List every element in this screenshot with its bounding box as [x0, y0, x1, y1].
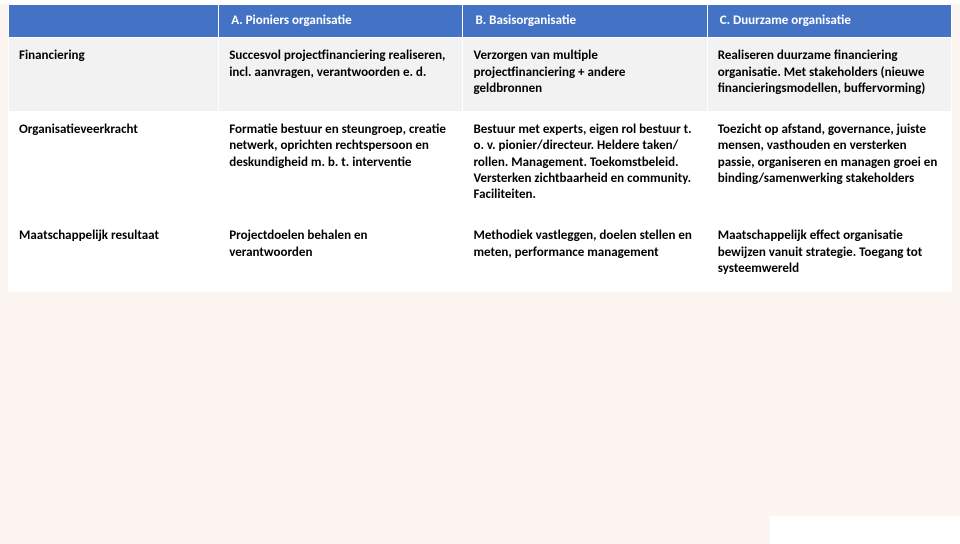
cell-maatschappelijk-a: Projectdoelen behalen en verantwoorden	[219, 218, 463, 292]
cell-financiering-b: Verzorgen van multiple projectfinancieri…	[463, 38, 707, 112]
table-header-row: A. Pioniers organisatie B. Basisorganisa…	[9, 5, 952, 38]
col-header-b: B. Basisorganisatie	[463, 5, 707, 38]
row-label-maatschappelijk-resultaat: Maatschappelijk resultaat	[9, 218, 219, 292]
table-row: Organisatieveerkracht Formatie bestuur e…	[9, 112, 952, 218]
col-header-a: A. Pioniers organisatie	[219, 5, 463, 38]
row-label-organisatieveerkracht: Organisatieveerkracht	[9, 112, 219, 218]
col-header-c: C. Duurzame organisatie	[707, 5, 951, 38]
cell-financiering-c: Realiseren duurzame financiering organis…	[707, 38, 951, 112]
table-row: Financiering Succesvol projectfinancieri…	[9, 38, 952, 112]
cell-maatschappelijk-c: Maatschappelijk effect organisatie bewij…	[707, 218, 951, 292]
row-label-financiering: Financiering	[9, 38, 219, 112]
cell-organisatieveerkracht-c: Toezicht op afstand, governance, juiste …	[707, 112, 951, 218]
cell-organisatieveerkracht-a: Formatie bestuur en steungroep, creatie …	[219, 112, 463, 218]
table-row: Maatschappelijk resultaat Projectdoelen …	[9, 218, 952, 292]
cell-financiering-a: Succesvol projectfinanciering realiseren…	[219, 38, 463, 112]
header-blank	[9, 5, 219, 38]
organisation-phase-table: A. Pioniers organisatie B. Basisorganisa…	[8, 4, 952, 292]
cell-organisatieveerkracht-b: Bestuur met experts, eigen rol bestuur t…	[463, 112, 707, 218]
cell-maatschappelijk-b: Methodiek vastleggen, doelen stellen en …	[463, 218, 707, 292]
